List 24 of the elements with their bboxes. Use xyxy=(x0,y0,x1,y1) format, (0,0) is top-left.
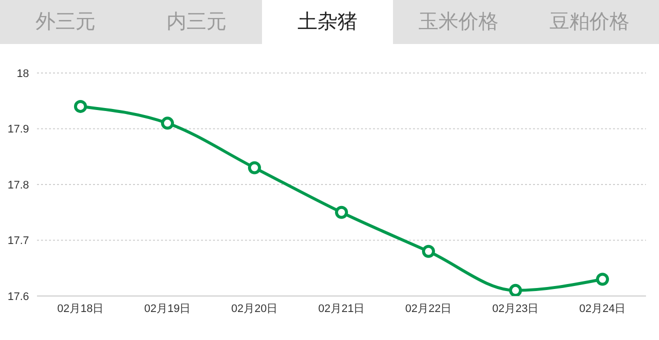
x-tick-label: 02月20日 xyxy=(231,302,278,315)
y-tick-label: 17.6 xyxy=(8,290,29,303)
point xyxy=(509,284,522,296)
y-tick-label: 17.9 xyxy=(8,124,29,136)
x-tick-label: 02月21日 xyxy=(318,302,365,315)
point xyxy=(422,244,435,258)
point xyxy=(248,161,261,174)
x-tick-label: 02月22日 xyxy=(405,302,452,315)
y-tick-label: 17.7 xyxy=(8,235,29,248)
y-tick-label: 18 xyxy=(16,68,29,80)
y-tick-label: 17.8 xyxy=(8,179,29,192)
x-tick-label: 02月24日 xyxy=(579,302,626,315)
chart-title: 土杂猪 xyxy=(262,0,393,44)
x-tick-label: 02月19日 xyxy=(144,302,191,315)
x-tick-label: 02月18日 xyxy=(57,302,104,315)
text: 内三元 xyxy=(166,10,228,35)
point xyxy=(74,100,87,113)
x-tick-label: 02月23日 xyxy=(492,302,539,315)
point xyxy=(335,206,348,219)
text: 外三元 xyxy=(34,10,96,35)
text: 玉米价格 xyxy=(418,10,500,35)
point xyxy=(161,116,174,130)
text: 豆粕价格 xyxy=(548,10,630,35)
point xyxy=(596,272,609,286)
